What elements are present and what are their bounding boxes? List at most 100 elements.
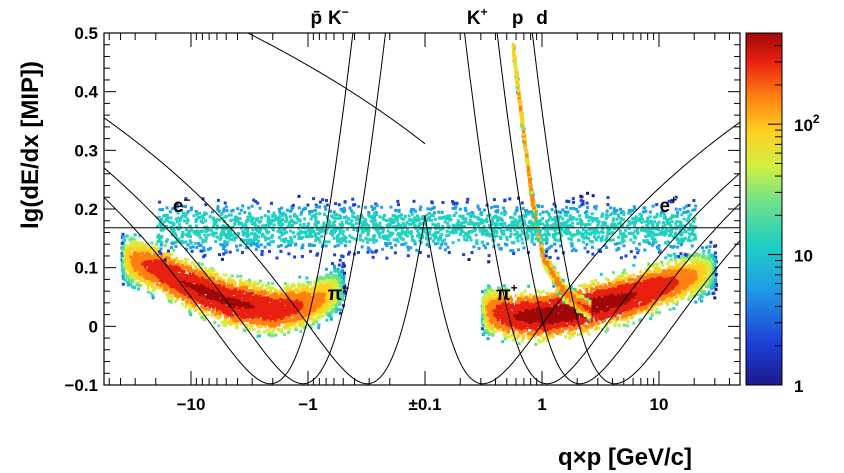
heatmap-cell bbox=[280, 309, 284, 313]
heatmap-cell bbox=[248, 284, 252, 288]
heatmap-cell bbox=[204, 281, 208, 285]
heatmap-cell bbox=[267, 322, 271, 326]
heatmap-cell bbox=[211, 288, 215, 292]
heatmap-cell bbox=[259, 302, 263, 306]
heatmap-cell bbox=[336, 303, 340, 306]
heatmap-cell bbox=[127, 277, 131, 281]
heatmap-cell bbox=[175, 272, 179, 276]
heatmap-cell bbox=[180, 293, 183, 297]
heatmap-cell bbox=[132, 273, 135, 277]
heatmap-cell bbox=[246, 318, 249, 322]
heatmap-cell bbox=[262, 317, 266, 321]
heatmap-cell bbox=[136, 268, 140, 272]
heatmap-cell bbox=[156, 273, 160, 277]
heatmap-cell bbox=[204, 267, 207, 270]
heatmap-cell bbox=[270, 312, 274, 316]
heatmap-cell bbox=[228, 283, 232, 287]
heatmap-cell bbox=[289, 321, 293, 325]
heatmap-cell bbox=[221, 295, 224, 299]
heatmap-cell bbox=[292, 317, 296, 321]
heatmap-cell bbox=[151, 267, 155, 271]
heatmap-cell bbox=[227, 303, 231, 307]
heatmap-cell bbox=[260, 322, 264, 326]
heatmap-cell bbox=[222, 303, 226, 307]
heatmap-cell bbox=[318, 307, 322, 311]
heatmap-cell bbox=[304, 295, 308, 299]
heatmap-cell bbox=[252, 291, 256, 295]
heatmap-cell bbox=[549, 292, 553, 296]
heatmap-cell bbox=[318, 291, 322, 295]
heatmap-cell bbox=[332, 299, 336, 303]
heatmap-cell bbox=[176, 260, 180, 263]
heatmap-cell bbox=[260, 305, 264, 309]
heatmap-cell bbox=[120, 263, 124, 267]
heatmap-cell bbox=[187, 303, 190, 306]
heatmap-cell bbox=[258, 314, 262, 317]
heatmap-cell bbox=[228, 293, 231, 297]
heatmap-cell bbox=[138, 234, 142, 238]
heatmap-cell bbox=[331, 281, 335, 285]
heatmap-cell bbox=[289, 318, 293, 322]
heatmap-cell bbox=[148, 267, 152, 271]
heatmap-cell bbox=[168, 290, 172, 294]
heatmap-cell bbox=[266, 316, 270, 320]
heatmap-cell bbox=[287, 305, 290, 309]
heatmap-cell bbox=[326, 293, 330, 297]
heatmap-cell bbox=[313, 281, 317, 285]
heatmap-cell bbox=[203, 306, 207, 310]
heatmap-cell bbox=[142, 249, 146, 252]
heatmap-cell bbox=[170, 297, 174, 301]
heatmap-cell bbox=[227, 299, 231, 303]
heatmap-cell bbox=[249, 309, 253, 312]
heatmap-cell bbox=[229, 290, 233, 294]
heatmap-cell bbox=[163, 284, 167, 288]
heatmap-cell bbox=[262, 309, 266, 313]
heatmap-cell bbox=[151, 256, 155, 260]
heatmap-cell bbox=[273, 319, 277, 323]
heatmap-cell bbox=[220, 290, 224, 294]
heatmap-cell bbox=[132, 259, 136, 263]
heatmap-cell bbox=[224, 273, 228, 277]
heatmap-cell bbox=[130, 278, 134, 282]
heatmap-cell bbox=[207, 283, 211, 287]
heatmap-cell bbox=[143, 272, 147, 276]
heatmap-cell bbox=[169, 288, 173, 292]
heatmap-cell bbox=[207, 294, 211, 298]
heatmap-cell bbox=[333, 269, 337, 273]
heatmap-cell bbox=[233, 307, 237, 311]
heatmap-cell bbox=[286, 322, 290, 326]
heatmap-cell bbox=[165, 275, 169, 279]
heatmap-cell bbox=[180, 285, 184, 289]
heatmap-cell bbox=[126, 280, 130, 284]
heatmap-cell bbox=[240, 304, 244, 308]
heatmap-cell bbox=[327, 300, 331, 304]
heatmap-cell bbox=[252, 311, 256, 315]
heatmap-cell bbox=[337, 263, 341, 267]
heatmap-cell bbox=[166, 295, 170, 299]
heatmap-cell bbox=[296, 306, 300, 310]
heatmap-cell bbox=[176, 295, 180, 299]
heatmap-cell bbox=[212, 308, 216, 312]
heatmap-cell bbox=[288, 315, 292, 319]
heatmap-cell bbox=[152, 250, 156, 254]
heatmap-cell bbox=[278, 301, 281, 305]
heatmap-cell bbox=[289, 314, 293, 317]
heatmap-cell bbox=[247, 289, 251, 293]
heatmap-cell bbox=[308, 282, 312, 286]
heatmap-cell bbox=[214, 281, 218, 284]
heatmap-cell bbox=[140, 259, 143, 263]
heatmap-cell bbox=[121, 232, 125, 236]
heatmap-cell bbox=[136, 275, 140, 279]
heatmap-cell bbox=[329, 290, 333, 294]
heatmap-cell bbox=[298, 292, 302, 296]
heatmap-cell bbox=[228, 319, 232, 323]
heatmap-cell bbox=[303, 294, 307, 298]
heatmap-cell bbox=[270, 331, 274, 335]
heatmap-cell bbox=[315, 310, 319, 314]
heatmap-cell bbox=[238, 280, 242, 284]
heatmap-cell bbox=[265, 329, 269, 332]
heatmap-cell bbox=[146, 256, 150, 260]
heatmap-cell bbox=[312, 308, 316, 312]
heatmap-cell bbox=[298, 275, 302, 279]
heatmap-cell bbox=[160, 254, 164, 258]
